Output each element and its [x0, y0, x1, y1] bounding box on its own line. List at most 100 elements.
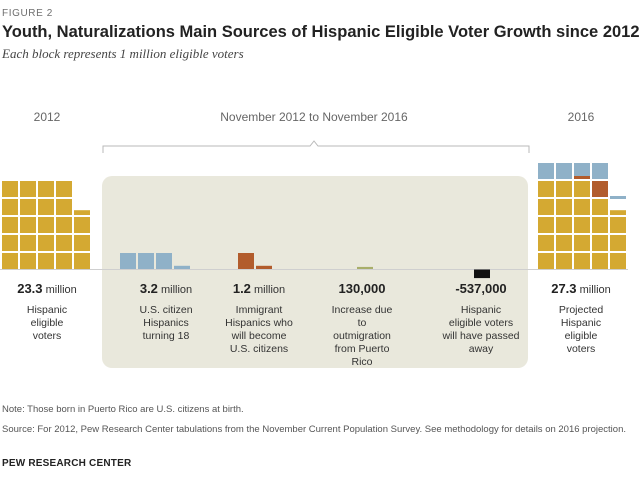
component-description: Projected [559, 304, 604, 316]
component-description: voters [567, 343, 596, 355]
component-description: voters [33, 330, 62, 342]
block-2016-base [556, 181, 572, 197]
value-number: -537,000 [455, 281, 506, 296]
block-2016-base [610, 253, 626, 269]
block-2012 [56, 199, 72, 215]
value-unit: million [577, 284, 611, 296]
block-puerto-rico [357, 266, 373, 269]
component-description: Hispanic [27, 304, 67, 316]
component-description: Hispanic [461, 304, 501, 316]
component-description: eligible [31, 317, 64, 329]
block-2012 [56, 217, 72, 233]
component-description: turning 18 [143, 330, 190, 342]
component-description: outmigration [333, 330, 391, 342]
value-number: 23.3 [17, 281, 42, 296]
block-2016-base [538, 217, 554, 233]
block-2012 [38, 217, 54, 233]
block-2016-base [556, 235, 572, 251]
block-2016-base [574, 253, 590, 269]
block-2016-base [538, 199, 554, 215]
component-description: U.S. citizen [139, 304, 192, 316]
block-2016-base [538, 253, 554, 269]
block-2016-base [574, 181, 590, 197]
block-2016-base [592, 253, 608, 269]
block-youth [120, 253, 136, 269]
block-2016-youth [592, 163, 608, 179]
block-2012 [56, 253, 72, 269]
block-2016-base [538, 181, 554, 197]
block-2016-base [592, 217, 608, 233]
block-2016-base [538, 235, 554, 251]
block-2016-youth [538, 163, 554, 179]
value-label: 27.3 million [551, 281, 611, 296]
block-2012 [2, 253, 18, 269]
block-2012 [2, 235, 18, 251]
value-label: 1.2 million [233, 281, 285, 296]
component-description: to [358, 317, 367, 329]
block-2016-base [574, 235, 590, 251]
block-2012 [38, 235, 54, 251]
component-description: Increase due [332, 304, 393, 316]
chart-subtitle: Each block represents 1 million eligible… [2, 46, 244, 61]
block-2012 [38, 181, 54, 197]
block-2012 [2, 199, 18, 215]
period-label-middle: November 2012 to November 2016 [220, 110, 408, 124]
chart-title: Youth, Naturalizations Main Sources of H… [2, 23, 640, 41]
block-2016-youth-partial [610, 196, 626, 199]
block-2016-base [592, 235, 608, 251]
block-2016-youth [574, 163, 590, 179]
component-description: eligible voters [449, 317, 513, 329]
component-description: will become [231, 330, 287, 342]
block-2016-naturalized [574, 176, 590, 179]
block-2012 [2, 181, 18, 197]
value-unit: million [43, 284, 77, 296]
block-deaths [474, 269, 490, 279]
block-2016-youth [556, 163, 572, 179]
pew-brand: PEW RESEARCH CENTER [2, 458, 132, 469]
block-2012-partial [74, 210, 90, 215]
block-2016-base [574, 199, 590, 215]
value-unit: million [158, 284, 192, 296]
value-label: -537,000 [455, 281, 506, 296]
waffle-chart: 2012 November 2012 to November 2016 2016… [0, 110, 628, 368]
period-bracket [102, 140, 530, 153]
block-2016-base [556, 199, 572, 215]
component-description: Immigrant [236, 304, 283, 316]
value-number: 27.3 [551, 281, 576, 296]
period-label-end: 2016 [568, 110, 595, 124]
block-2012 [56, 181, 72, 197]
chart-note: Note: Those born in Puerto Rico are U.S.… [2, 404, 244, 415]
block-2012 [20, 253, 36, 269]
component-description: U.S. citizens [230, 343, 288, 355]
change-panel [102, 176, 528, 368]
value-number: 1.2 [233, 281, 251, 296]
block-2016-base-partial [610, 210, 626, 215]
block-2012 [74, 253, 90, 269]
block-2012 [20, 217, 36, 233]
component-description: eligible [565, 330, 598, 342]
block-2012 [20, 199, 36, 215]
block-2012 [74, 217, 90, 233]
value-number: 130,000 [339, 281, 386, 296]
block-youth [156, 253, 172, 269]
waffle-blocks [2, 163, 626, 279]
period-label-start: 2012 [34, 110, 61, 124]
value-label: 3.2 million [140, 281, 192, 296]
block-2016-base [556, 253, 572, 269]
block-2016-base [610, 235, 626, 251]
component-description: Rico [351, 356, 372, 368]
block-naturalized [238, 253, 254, 269]
block-2012 [2, 217, 18, 233]
block-2012 [38, 253, 54, 269]
value-label: 23.3 million [17, 281, 77, 296]
block-2012 [38, 199, 54, 215]
component-description: Hispanics [143, 317, 189, 329]
value-label: 130,000 [339, 281, 386, 296]
block-2016-base [610, 217, 626, 233]
block-2012 [56, 235, 72, 251]
block-2016-base [592, 199, 608, 215]
figure-label: FIGURE 2 [2, 8, 53, 19]
block-2012 [74, 235, 90, 251]
block-2012 [20, 235, 36, 251]
